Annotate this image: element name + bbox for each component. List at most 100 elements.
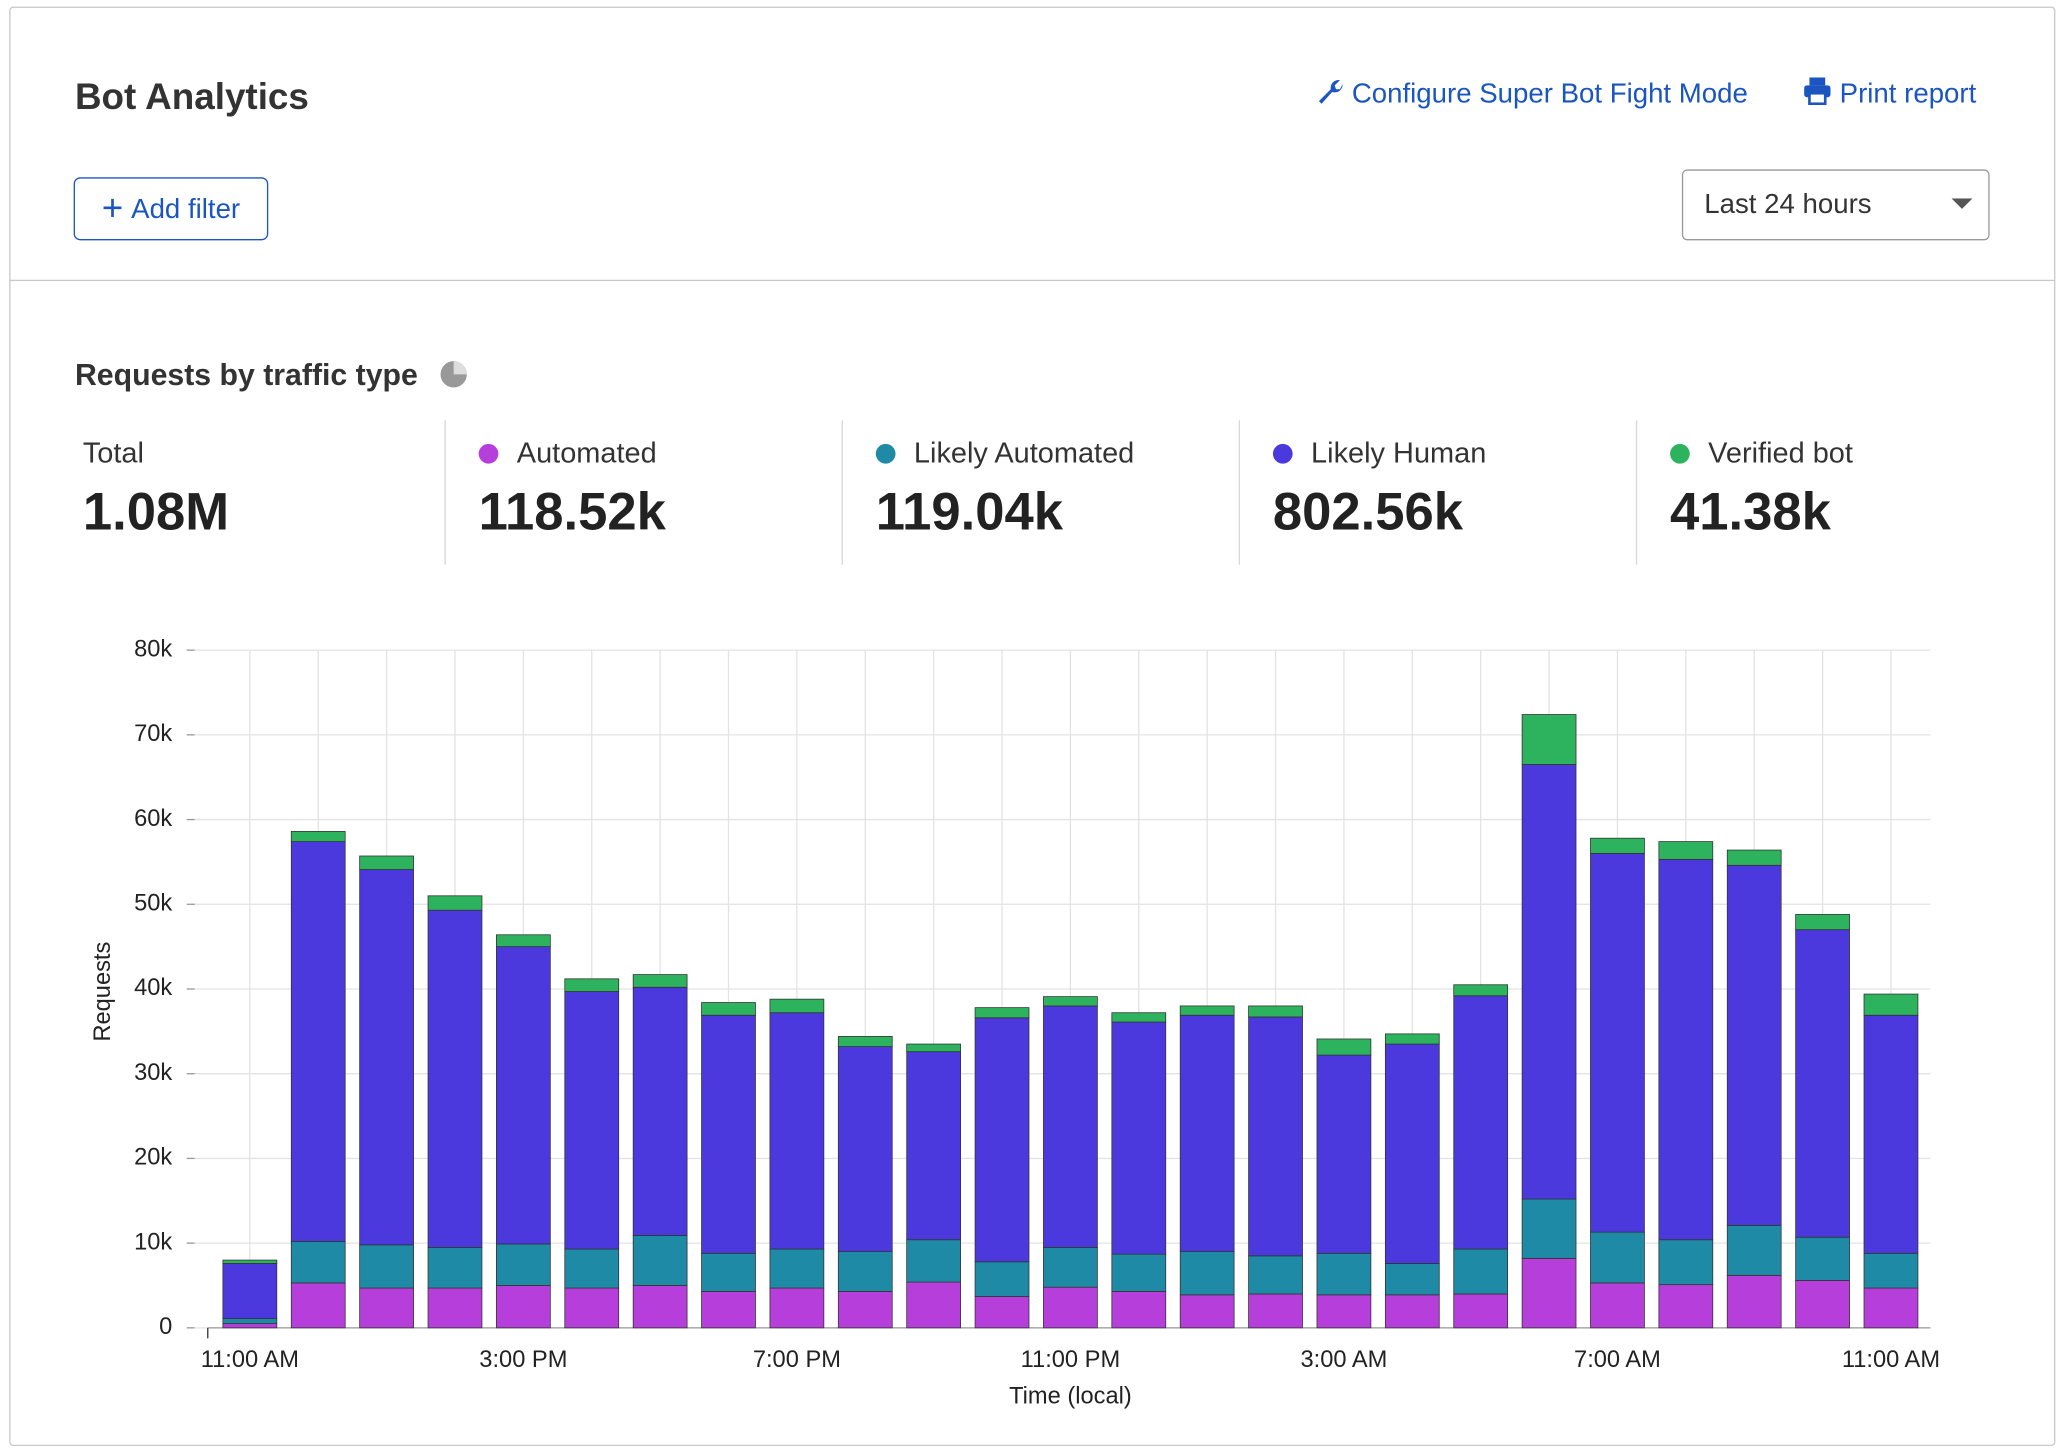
bar-segment [770, 1249, 824, 1288]
stat-value: 802.56k [1273, 483, 1463, 542]
print-link[interactable]: Print report [1803, 76, 1976, 110]
y-tick-label: 0 [159, 1314, 172, 1340]
x-tick-label: 11:00 PM [1021, 1347, 1120, 1373]
bar-segment [1043, 1006, 1097, 1247]
bar-segment [1249, 1256, 1303, 1294]
bar-segment [1249, 1017, 1303, 1256]
bar-segment [496, 947, 550, 1244]
legend-dot [479, 444, 499, 464]
legend-label: Automated [517, 436, 657, 469]
bar-segment [1180, 1015, 1234, 1251]
bar-segment [1659, 842, 1713, 860]
bar-segment [565, 992, 619, 1250]
bar-segment [1385, 1044, 1439, 1263]
add-filter-button[interactable]: +Add filter [74, 177, 269, 240]
bar-segment [1317, 1253, 1371, 1295]
bar-segment [223, 1263, 277, 1318]
bar-segment [838, 1036, 892, 1046]
bar-segment [1385, 1295, 1439, 1328]
legend-dot [1670, 444, 1690, 464]
y-tick-label: 70k [134, 721, 172, 747]
bar-segment [496, 1244, 550, 1286]
bar-segment [428, 1288, 482, 1328]
bar-segment [1112, 1022, 1166, 1254]
bar-segment [975, 1297, 1029, 1328]
bar-segment [1864, 1015, 1918, 1253]
dropdown-arrow [1951, 198, 1972, 211]
stat-value: 1.08M [83, 483, 229, 542]
bar-segment [1864, 1253, 1918, 1288]
bar-segment [1454, 996, 1508, 1249]
chart-title-text: Requests by traffic type [75, 357, 418, 391]
bar-segment [975, 1008, 1029, 1018]
time-range-text: Last 24 hours [1704, 189, 1871, 219]
bar-segment [1590, 838, 1644, 853]
y-tick-label: 20k [134, 1145, 172, 1171]
bar-segment [1659, 1240, 1713, 1285]
bar-segment [1180, 1006, 1234, 1015]
bar-segment [496, 1285, 550, 1327]
stat-label: Total [83, 436, 144, 470]
stat-label: Likely Human [1273, 436, 1486, 470]
wrench-icon [1315, 76, 1344, 105]
configure-link[interactable]: Configure Super Bot Fight Mode [1315, 76, 1748, 110]
bar-segment [1864, 1288, 1918, 1328]
bar-segment [496, 935, 550, 947]
y-tick-label: 30k [134, 1060, 172, 1086]
stat-separator [1636, 420, 1637, 564]
bar-segment [1796, 930, 1850, 1238]
x-tick-label: 11:00 AM [201, 1347, 299, 1373]
bar-segment [907, 1240, 961, 1282]
bar-segment [1522, 764, 1576, 1199]
bar-segment [633, 1285, 687, 1327]
configure-text: Configure Super Bot Fight Mode [1352, 79, 1748, 109]
bar-segment [702, 1003, 756, 1016]
stat-separator [1239, 420, 1240, 564]
bar-segment [1112, 1291, 1166, 1327]
stat-separator [842, 420, 843, 564]
legend-dot [1273, 444, 1293, 464]
pie-icon [439, 360, 468, 389]
bar-segment [1522, 715, 1576, 765]
bar-segment [1454, 1249, 1508, 1294]
stat-value: 118.52k [479, 483, 666, 542]
bar-segment [360, 1245, 414, 1288]
y-tick-label: 10k [134, 1229, 172, 1255]
bar-segment [1385, 1263, 1439, 1294]
bar-segment [1659, 859, 1713, 1239]
bar-segment [1454, 985, 1508, 996]
bar-segment [1727, 1275, 1781, 1328]
bar-segment [291, 831, 345, 841]
bar-segment [975, 1262, 1029, 1297]
time-range-select[interactable]: Last 24 hours [1682, 169, 1990, 240]
x-tick-label: 3:00 PM [479, 1347, 567, 1373]
bar-segment [1180, 1252, 1234, 1295]
bar-segment [1317, 1295, 1371, 1328]
bar-segment [1112, 1013, 1166, 1022]
bar-segment [1864, 994, 1918, 1015]
bar-segment [1590, 1232, 1644, 1283]
page-title: Bot Analytics [75, 76, 309, 118]
bar-segment [1249, 1294, 1303, 1328]
y-tick-label: 50k [134, 891, 172, 917]
bar-segment [360, 856, 414, 870]
bar-segment [702, 1253, 756, 1291]
bar-segment [770, 1288, 824, 1328]
bar-segment [223, 1324, 277, 1328]
bar-segment [1454, 1294, 1508, 1328]
bar-segment [907, 1282, 961, 1328]
legend-label: Verified bot [1708, 436, 1853, 469]
bar-segment [838, 1252, 892, 1292]
bar-segment [291, 1241, 345, 1283]
bar-segment [838, 1291, 892, 1327]
bar-segment [291, 842, 345, 1242]
bar-segment [1385, 1034, 1439, 1044]
bar-segment [1112, 1254, 1166, 1291]
printer-icon [1803, 76, 1832, 105]
bar-segment [428, 1247, 482, 1288]
bar-segment [907, 1044, 961, 1052]
bar-segment [1180, 1295, 1234, 1328]
bar-segment [291, 1283, 345, 1328]
